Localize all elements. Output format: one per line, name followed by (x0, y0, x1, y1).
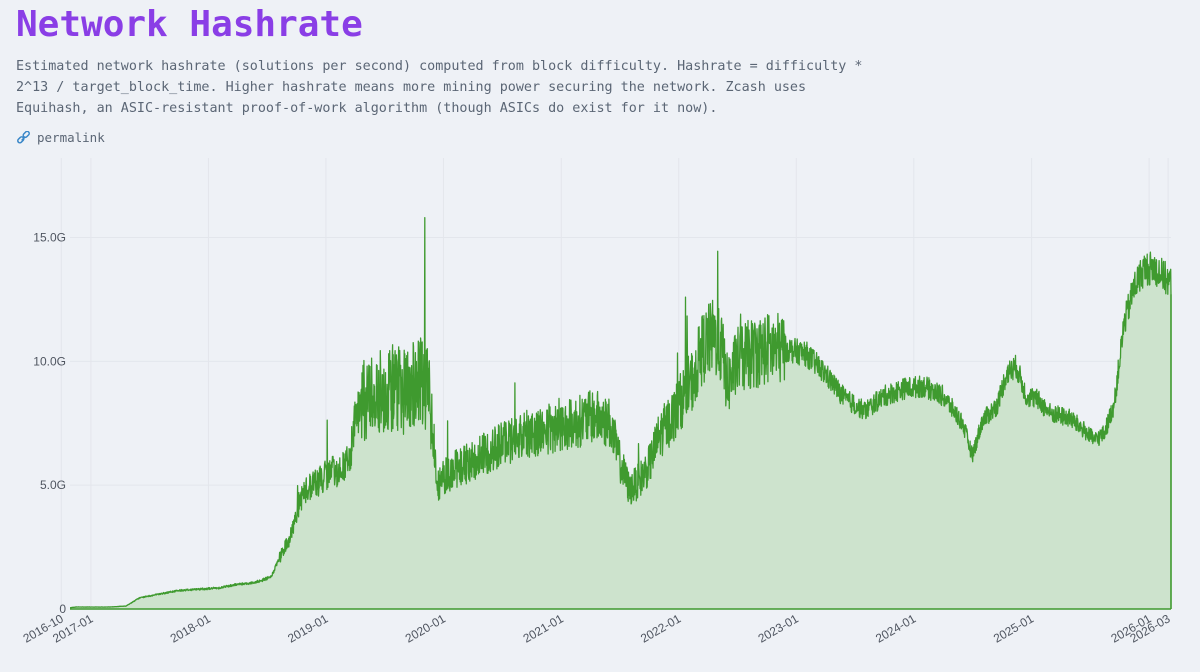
y-tick-labels: 0 5.0G 10.0G 15.0G (33, 231, 66, 616)
x-tick-label: 2022-01 (638, 611, 683, 645)
x-tick-label: 2023-01 (756, 611, 801, 645)
x-tick-label: 2019-01 (285, 611, 330, 645)
page-description: Estimated network hashrate (solutions pe… (16, 59, 863, 116)
x-tick-label: 2026-03 (1127, 611, 1172, 645)
y-tick-label: 5.0G (40, 478, 66, 492)
hashrate-series-line (69, 217, 1172, 609)
hashrate-chart[interactable]: 0 5.0G 10.0G 15.0G 2016-10 2017-01 2018-01 201… (0, 150, 1200, 672)
x-tick-label: 2021-01 (521, 611, 566, 645)
y-tick-label: 10.0G (33, 354, 66, 368)
hashrate-area-fill (70, 217, 1171, 609)
area-layer (69, 217, 1172, 609)
x-tick-label: 2018-01 (168, 611, 213, 645)
y-tick-label: 0 (59, 602, 66, 616)
permalink-link[interactable]: permalink (16, 129, 105, 147)
y-tick-label: 15.0G (33, 231, 66, 245)
axes (70, 294, 1172, 610)
x-tick-label: 2024-01 (873, 611, 918, 645)
page-title: Network Hashrate (16, 4, 363, 45)
link-icon (17, 130, 30, 144)
x-tick-label: 2025-01 (991, 611, 1036, 645)
permalink-label: permalink (37, 130, 105, 145)
x-tick-label: 2020-01 (403, 611, 448, 645)
